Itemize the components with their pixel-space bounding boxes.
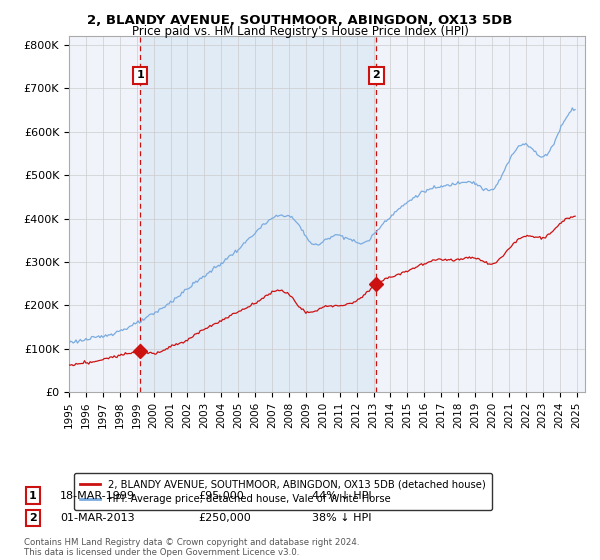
Text: 2, BLANDY AVENUE, SOUTHMOOR, ABINGDON, OX13 5DB: 2, BLANDY AVENUE, SOUTHMOOR, ABINGDON, O… xyxy=(88,14,512,27)
Bar xyxy=(140,36,376,392)
Text: 2: 2 xyxy=(373,71,380,81)
Text: Price paid vs. HM Land Registry's House Price Index (HPI): Price paid vs. HM Land Registry's House … xyxy=(131,25,469,38)
Text: Contains HM Land Registry data © Crown copyright and database right 2024.
This d: Contains HM Land Registry data © Crown c… xyxy=(24,538,359,557)
Text: 1: 1 xyxy=(29,491,37,501)
Text: 38% ↓ HPI: 38% ↓ HPI xyxy=(312,513,371,523)
Legend: 2, BLANDY AVENUE, SOUTHMOOR, ABINGDON, OX13 5DB (detached house), HPI: Average p: 2, BLANDY AVENUE, SOUTHMOOR, ABINGDON, O… xyxy=(74,473,492,511)
Text: £95,000: £95,000 xyxy=(198,491,244,501)
Text: 44% ↓ HPI: 44% ↓ HPI xyxy=(312,491,371,501)
Text: 18-MAR-1999: 18-MAR-1999 xyxy=(60,491,135,501)
Text: 01-MAR-2013: 01-MAR-2013 xyxy=(60,513,134,523)
Text: 2: 2 xyxy=(29,513,37,523)
Text: £250,000: £250,000 xyxy=(198,513,251,523)
Text: 1: 1 xyxy=(136,71,144,81)
